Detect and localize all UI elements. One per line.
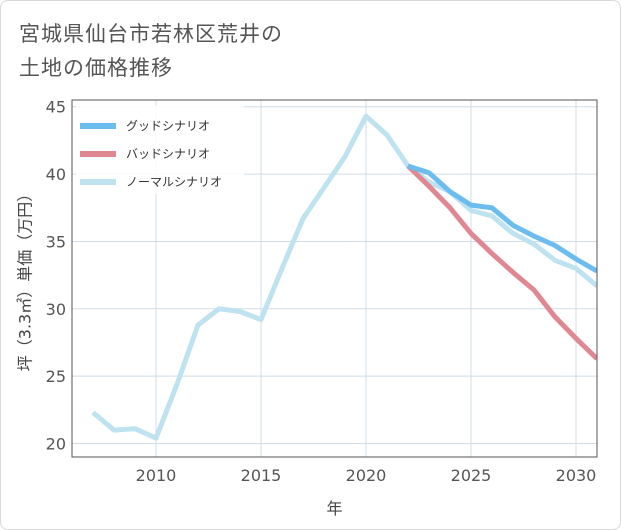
legend-label-0: グッドシナリオ <box>126 119 210 133</box>
y-tick-label: 35 <box>46 232 66 251</box>
chart-title-line2: 土地の価格推移 <box>19 56 173 80</box>
x-tick-label: 2015 <box>241 466 282 485</box>
x-tick-label: 2010 <box>136 466 177 485</box>
y-tick-label: 25 <box>46 367 66 386</box>
series-lines <box>91 113 597 441</box>
x-tick-label: 2025 <box>451 466 492 485</box>
y-tick-label: 30 <box>46 300 66 319</box>
y-axis-title: 坪（3.3㎡）単価（万円） <box>16 186 35 371</box>
chart-title-line1: 宮城県仙台市若林区荒井の <box>19 22 283 46</box>
series-line-2 <box>91 113 597 441</box>
chart-title: 宮城県仙台市若林区荒井の 土地の価格推移 <box>19 17 439 85</box>
legend-label-1: バッドシナリオ <box>126 147 210 161</box>
legend-label-2: ノーマルシナリオ <box>126 175 222 189</box>
grid-lines <box>72 100 597 457</box>
y-tick-label: 40 <box>46 165 66 184</box>
series-line-0 <box>407 163 597 274</box>
plot-frame <box>71 99 598 458</box>
x-tick-label: 2020 <box>346 466 387 485</box>
x-tick-label: 2030 <box>556 466 597 485</box>
y-tick-label: 20 <box>46 435 66 454</box>
series-line-1 <box>406 164 597 361</box>
y-tick-label: 45 <box>46 98 66 117</box>
x-axis-title: 年 <box>326 499 342 518</box>
